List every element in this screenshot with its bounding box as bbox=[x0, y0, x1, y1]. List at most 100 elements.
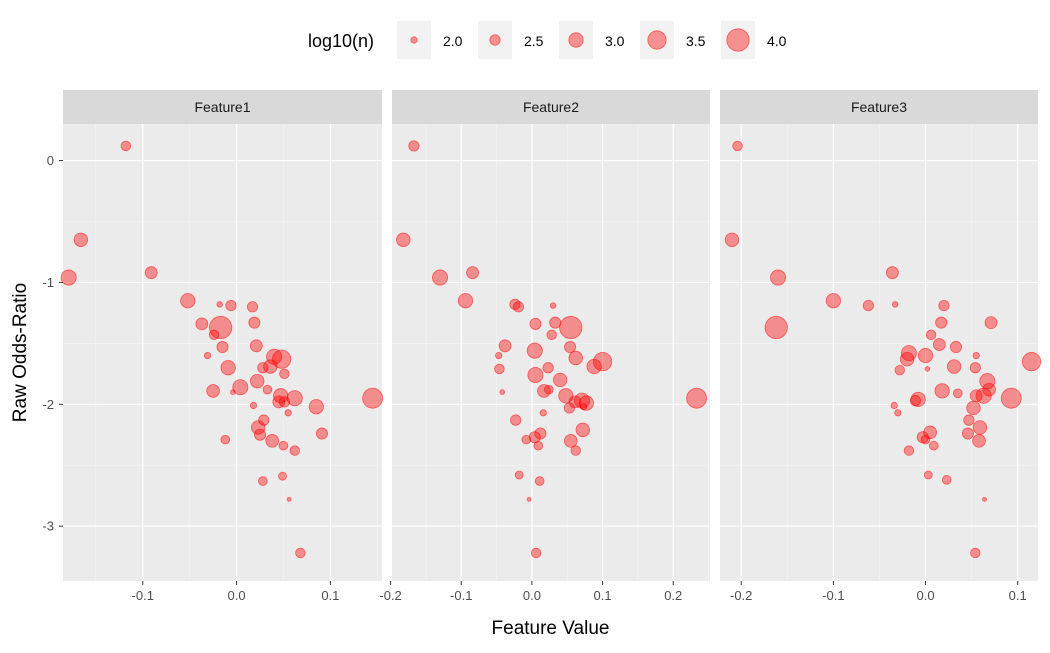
x-tick-label: -0.2 bbox=[730, 588, 752, 603]
y-tick-label: -3 bbox=[42, 519, 54, 534]
data-point bbox=[578, 395, 594, 411]
data-point bbox=[917, 347, 934, 364]
x-tick-label: -0.1 bbox=[450, 588, 472, 603]
data-point bbox=[770, 269, 787, 286]
legend-key-background bbox=[397, 21, 431, 59]
data-point bbox=[432, 269, 449, 286]
data-point bbox=[539, 409, 547, 417]
x-tick-label: 0.0 bbox=[917, 588, 935, 603]
x-axis-title: Feature Value bbox=[492, 618, 610, 639]
legend-entry: 4.0 bbox=[721, 21, 787, 59]
data-point bbox=[258, 414, 270, 426]
data-point bbox=[559, 315, 583, 340]
x-tick-label: 0.1 bbox=[321, 588, 339, 603]
legend-key-symbol bbox=[647, 30, 667, 50]
data-point bbox=[195, 317, 209, 331]
data-point bbox=[975, 387, 992, 404]
data-point bbox=[208, 329, 220, 341]
x-tick-label: 0.2 bbox=[664, 588, 682, 603]
data-point bbox=[592, 352, 613, 372]
data-point bbox=[549, 316, 562, 329]
data-point bbox=[278, 396, 291, 408]
facet-strip-label: Feature1 bbox=[194, 99, 250, 115]
data-point bbox=[225, 299, 237, 312]
data-point bbox=[941, 475, 952, 485]
data-point bbox=[120, 140, 132, 152]
legend-label: 2.0 bbox=[443, 33, 463, 49]
data-point bbox=[514, 470, 524, 480]
data-point bbox=[257, 362, 269, 374]
x-tick-label: 0.1 bbox=[1009, 588, 1027, 603]
x-tick-label: -0.2 bbox=[379, 588, 401, 603]
y-tick-label: 0 bbox=[47, 153, 54, 168]
data-point bbox=[494, 363, 505, 375]
data-point bbox=[248, 316, 261, 329]
facet-strip-label: Feature3 bbox=[851, 99, 907, 115]
data-point bbox=[544, 384, 554, 395]
data-point bbox=[220, 360, 236, 376]
data-point bbox=[527, 367, 544, 384]
data-point bbox=[284, 409, 292, 417]
facet-panels: Feature1 -0.1 0.0 0.1 Feature2 -0.2 -0.1 0.0 0.1… bbox=[60, 90, 1042, 603]
data-point bbox=[925, 329, 937, 341]
data-point bbox=[575, 422, 591, 438]
x-tick-label: -0.1 bbox=[822, 588, 844, 603]
data-point bbox=[732, 140, 743, 152]
data-point bbox=[949, 341, 962, 354]
data-point bbox=[526, 496, 532, 502]
data-point bbox=[552, 372, 568, 388]
data-point bbox=[1000, 387, 1022, 409]
data-point bbox=[935, 316, 948, 329]
data-point bbox=[885, 266, 899, 280]
data-point bbox=[938, 299, 950, 312]
data-point bbox=[586, 358, 602, 375]
data-point bbox=[232, 379, 249, 396]
data-point bbox=[249, 339, 263, 353]
legend-label: 4.0 bbox=[767, 33, 787, 49]
legend-label: 3.0 bbox=[605, 33, 625, 49]
data-point bbox=[408, 140, 420, 152]
legend-label: 2.5 bbox=[524, 33, 544, 49]
data-point bbox=[549, 302, 557, 309]
data-point bbox=[206, 384, 220, 398]
data-point bbox=[180, 293, 196, 309]
data-point bbox=[579, 403, 588, 411]
data-point bbox=[250, 373, 265, 389]
legend-entry: 3.0 bbox=[559, 21, 625, 59]
data-point bbox=[278, 471, 287, 481]
data-point bbox=[564, 341, 577, 354]
data-point bbox=[946, 359, 962, 374]
facet-strip bbox=[392, 90, 710, 124]
x-tick-label: 0.0 bbox=[228, 588, 246, 603]
data-point bbox=[216, 301, 223, 308]
data-point bbox=[920, 434, 931, 445]
data-point bbox=[286, 496, 292, 502]
data-point bbox=[563, 402, 575, 414]
y-tick-label: -2 bbox=[42, 397, 54, 412]
data-point bbox=[890, 401, 898, 410]
data-point bbox=[969, 362, 981, 374]
data-point bbox=[362, 387, 384, 409]
data-point bbox=[894, 409, 902, 417]
data-point bbox=[984, 316, 998, 330]
data-point bbox=[203, 351, 212, 360]
data-point bbox=[254, 428, 267, 441]
data-point bbox=[1021, 352, 1042, 372]
data-point bbox=[963, 414, 975, 426]
facet-strip bbox=[63, 90, 382, 124]
data-point bbox=[982, 496, 987, 502]
data-point bbox=[289, 445, 300, 456]
facet-panel-3: Feature3 -0.2 -0.1 0.0 0.1 bbox=[720, 90, 1042, 603]
data-point bbox=[498, 339, 512, 353]
data-point bbox=[903, 445, 915, 456]
data-point bbox=[530, 547, 542, 559]
legend-key-symbol bbox=[410, 36, 418, 44]
data-point bbox=[969, 389, 983, 403]
panel-background bbox=[392, 124, 710, 581]
legend-title: log10(n) bbox=[308, 31, 374, 51]
data-point bbox=[894, 364, 905, 376]
axes: Feature Value Raw Odds-Ratio 0 -1 -2 -3 bbox=[10, 153, 609, 639]
data-point bbox=[568, 350, 583, 366]
data-point bbox=[495, 351, 503, 360]
